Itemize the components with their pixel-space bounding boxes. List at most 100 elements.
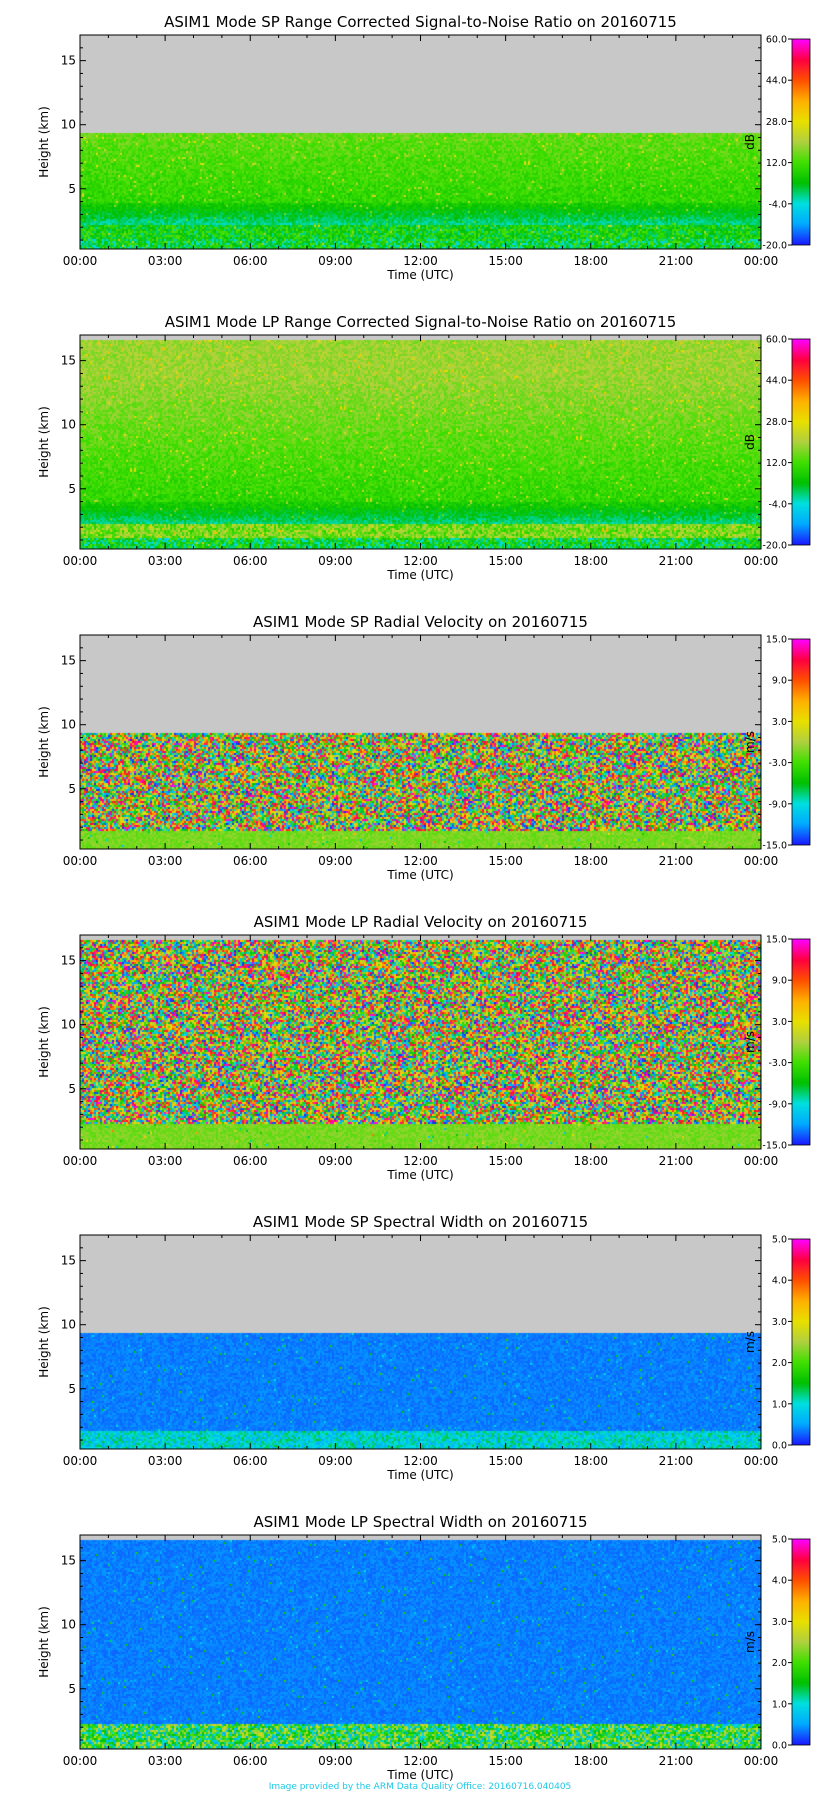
y-tick-label: 5	[68, 482, 76, 496]
y-axis-label: Height (km)	[37, 1006, 51, 1077]
colorbar-tick-label: 4.0	[772, 1576, 787, 1587]
colorbar-tick-label: 2.0	[772, 1658, 787, 1669]
x-tick-label: 09:00	[318, 554, 353, 568]
x-tick-label: 12:00	[403, 554, 438, 568]
x-tick-label: 00:00	[744, 1454, 779, 1468]
panel-sp-snr: ASIM1 Mode SP Range Corrected Signal-to-…	[37, 13, 811, 282]
x-tick-label: 12:00	[403, 254, 438, 268]
heatmap-image	[80, 935, 761, 1149]
colorbar-tick-label: 12.0	[766, 458, 787, 469]
colorbar-tick-label: -20.0	[762, 241, 787, 252]
x-tick-label: 15:00	[488, 254, 523, 268]
heatmap-image	[80, 335, 761, 549]
x-tick-label: 00:00	[744, 554, 779, 568]
colorbar-gradient	[792, 939, 810, 1145]
x-tick-label: 06:00	[233, 254, 268, 268]
colorbar-tick-label: 2.0	[772, 1358, 787, 1369]
y-axis-label: Height (km)	[37, 406, 51, 477]
colorbar-tick-label: 1.0	[772, 1399, 787, 1410]
colorbar-label: m/s	[743, 1631, 757, 1653]
x-tick-label: 00:00	[63, 1154, 98, 1168]
x-tick-label: 21:00	[659, 1754, 694, 1768]
x-tick-label: 03:00	[148, 1454, 183, 1468]
colorbar-label: dB	[743, 434, 757, 450]
x-tick-label: 12:00	[403, 1754, 438, 1768]
colorbar: 15.0 9.0 3.0 -3.0 -9.0 -15.0 m/s	[743, 635, 811, 852]
y-tick-label: 5	[68, 1682, 76, 1696]
colorbar-tick-label: 3.0	[772, 717, 787, 728]
colorbar-tick-label: 5.0	[772, 1535, 787, 1546]
colorbar-tick-label: -15.0	[762, 841, 787, 852]
y-tick-label: 15	[61, 654, 76, 668]
x-tick-label: 18:00	[573, 1454, 608, 1468]
colorbar-tick-label: -4.0	[768, 499, 787, 510]
y-tick-label: 15	[61, 954, 76, 968]
y-axis-label: Height (km)	[37, 1306, 51, 1377]
x-tick-label: 18:00	[573, 1154, 608, 1168]
x-tick-label: 18:00	[573, 1754, 608, 1768]
y-tick-label: 5	[68, 182, 76, 196]
x-tick-label: 03:00	[148, 1154, 183, 1168]
panel-title: ASIM1 Mode LP Spectral Width on 20160715	[253, 1513, 587, 1531]
colorbar-frame	[791, 938, 811, 1146]
colorbar-tick-label: 15.0	[766, 935, 787, 946]
colorbar-tick-label: -4.0	[768, 199, 787, 210]
x-tick-label: 00:00	[63, 1754, 98, 1768]
colorbar-tick-label: 28.0	[766, 117, 787, 128]
y-tick-label: 10	[61, 1018, 76, 1032]
x-tick-label: 03:00	[148, 1754, 183, 1768]
colorbar-gradient	[792, 339, 810, 545]
x-tick-label: 00:00	[63, 1454, 98, 1468]
x-axis-label: Time (UTC)	[386, 568, 453, 582]
colorbar: 5.0 4.0 3.0 2.0 1.0 0.0 m/s	[743, 1535, 811, 1752]
y-tick-label: 5	[68, 1382, 76, 1396]
colorbar-frame	[791, 1238, 811, 1446]
x-tick-label: 03:00	[148, 854, 183, 868]
x-tick-label: 15:00	[488, 554, 523, 568]
panel-sp-velocity: ASIM1 Mode SP Radial Velocity on 2016071…	[37, 613, 811, 882]
x-tick-label: 21:00	[659, 1154, 694, 1168]
x-tick-label: 00:00	[744, 854, 779, 868]
x-tick-label: 09:00	[318, 854, 353, 868]
y-tick-label: 15	[61, 54, 76, 68]
x-axis-label: Time (UTC)	[386, 1168, 453, 1182]
colorbar: 15.0 9.0 3.0 -3.0 -9.0 -15.0 m/s	[743, 935, 811, 1152]
colorbar-frame	[791, 638, 811, 846]
colorbar-tick-label: -3.0	[768, 758, 787, 769]
colorbar-tick-label: -15.0	[762, 1141, 787, 1152]
x-tick-label: 09:00	[318, 1754, 353, 1768]
x-tick-label: 15:00	[488, 1154, 523, 1168]
x-tick-label: 09:00	[318, 1154, 353, 1168]
y-axis-label: Height (km)	[37, 1606, 51, 1677]
x-tick-label: 06:00	[233, 554, 268, 568]
x-axis-label: Time (UTC)	[386, 1468, 453, 1482]
colorbar-tick-label: -20.0	[762, 541, 787, 552]
y-axis-label: Height (km)	[37, 106, 51, 177]
x-tick-label: 21:00	[659, 554, 694, 568]
panel-title: ASIM1 Mode SP Range Corrected Signal-to-…	[164, 13, 677, 31]
colorbar-label: dB	[743, 134, 757, 150]
y-axis-label: Height (km)	[37, 706, 51, 777]
x-tick-label: 00:00	[744, 1154, 779, 1168]
x-tick-label: 15:00	[488, 1454, 523, 1468]
x-tick-label: 06:00	[233, 854, 268, 868]
colorbar-tick-label: 44.0	[766, 76, 787, 87]
panel-title: ASIM1 Mode LP Radial Velocity on 2016071…	[254, 913, 588, 931]
x-tick-label: 15:00	[488, 854, 523, 868]
x-tick-label: 00:00	[63, 254, 98, 268]
colorbar-tick-label: 60.0	[766, 35, 787, 46]
colorbar-tick-label: 4.0	[772, 1276, 787, 1287]
x-tick-label: 12:00	[403, 1454, 438, 1468]
colorbar-frame	[791, 1538, 811, 1746]
heatmap-image	[80, 35, 761, 249]
y-tick-label: 15	[61, 1554, 76, 1568]
x-tick-label: 18:00	[573, 854, 608, 868]
x-tick-label: 03:00	[148, 554, 183, 568]
panel-lp-snr: ASIM1 Mode LP Range Corrected Signal-to-…	[37, 313, 811, 582]
colorbar: 5.0 4.0 3.0 2.0 1.0 0.0 m/s	[743, 1235, 811, 1452]
colorbar-label: m/s	[743, 731, 757, 753]
x-tick-label: 06:00	[233, 1454, 268, 1468]
colorbar-tick-label: 0.0	[772, 1741, 787, 1752]
colorbar-gradient	[792, 39, 810, 245]
